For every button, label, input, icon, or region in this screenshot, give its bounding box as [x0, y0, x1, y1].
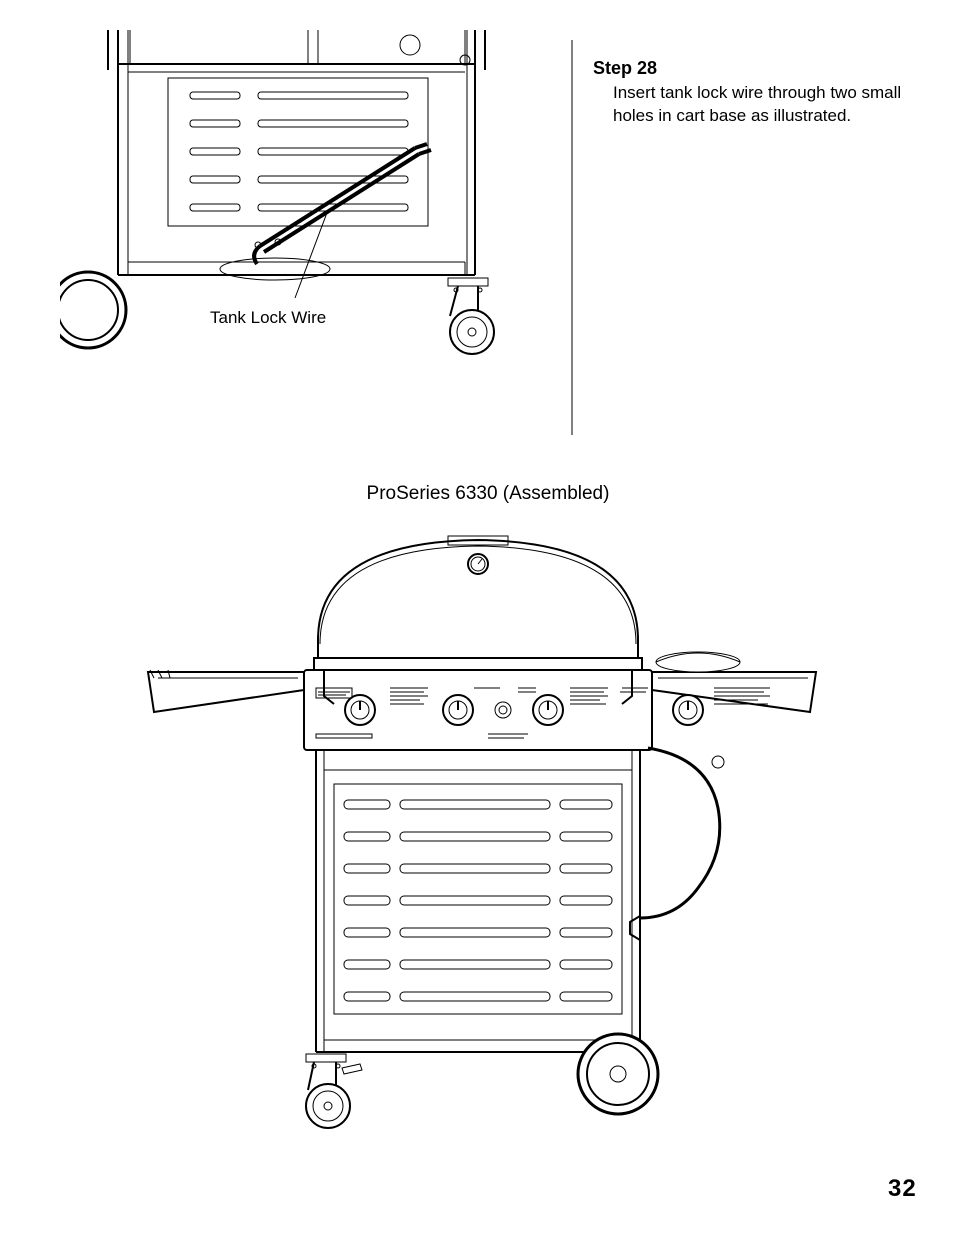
step-body: Insert tank lock wire through two small … [613, 82, 933, 128]
callout-tank-lock-wire: Tank Lock Wire [210, 308, 326, 328]
section-divider [570, 40, 574, 440]
step-title: Step 28 [593, 58, 657, 79]
diagram-tank-lock-wire [60, 30, 570, 390]
diagram-assembled-grill [128, 512, 838, 1142]
assembled-title: ProSeries 6330 (Assembled) [288, 483, 688, 505]
page: Step 28 Insert tank lock wire through tw… [0, 0, 954, 1235]
page-number: 32 [888, 1175, 917, 1203]
